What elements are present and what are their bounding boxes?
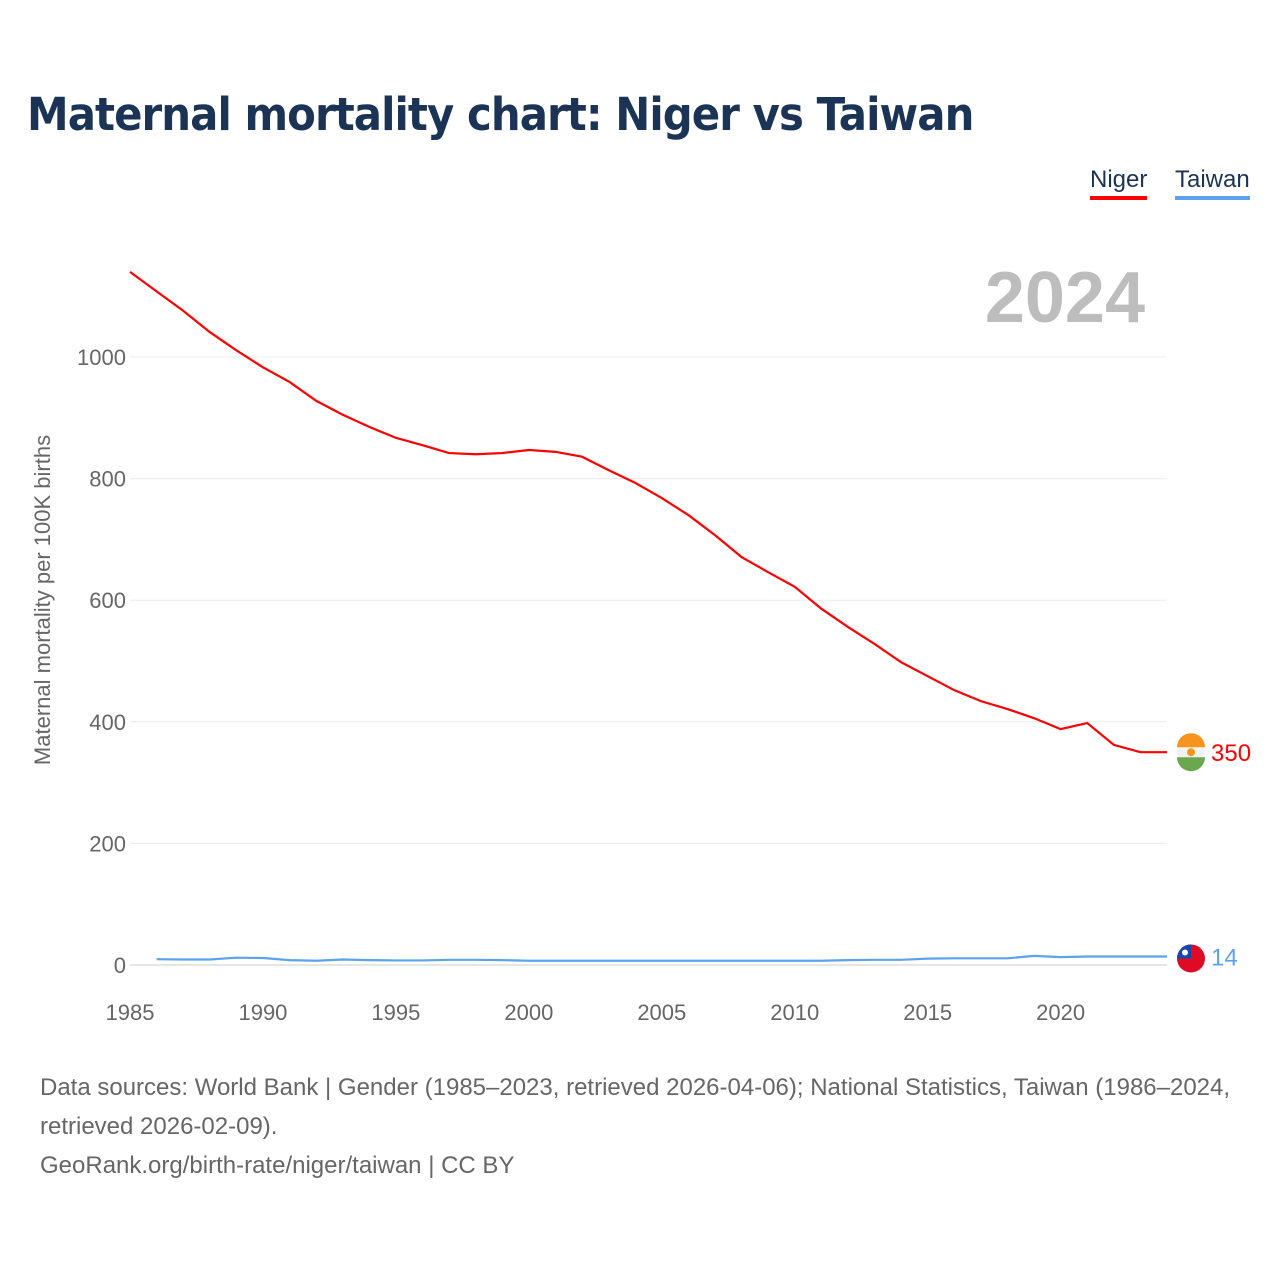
source-url[interactable]: GeoRank.org/birth-rate/niger/taiwan | CC…	[40, 1152, 515, 1179]
legend-taiwan[interactable]: Taiwan	[1175, 166, 1250, 200]
series-line-taiwan	[156, 954, 1167, 962]
x-tick-label: 2000	[504, 1000, 553, 1025]
x-tick-label: 2005	[637, 1000, 686, 1025]
y-tick-label: 1000	[77, 345, 126, 370]
flag-niger-icon	[1177, 733, 1205, 748]
end-value-label-niger: 350	[1211, 740, 1251, 767]
year-label: 2024	[985, 258, 1145, 338]
x-tick-label: 1985	[106, 1000, 155, 1025]
y-axis-label: Maternal mortality per 100K births	[30, 435, 55, 765]
end-value-label-taiwan: 14	[1211, 944, 1238, 971]
y-tick-label: 0	[114, 953, 126, 978]
x-tick-label: 1990	[238, 1000, 287, 1025]
x-tick-label: 1995	[371, 1000, 420, 1025]
flag-taiwan-icon	[1182, 949, 1188, 956]
x-tick-label: 2010	[770, 1000, 819, 1025]
legend-niger[interactable]: Niger	[1090, 166, 1148, 200]
sources-text: Data sources: World Bank | Gender (1985–…	[40, 1074, 1231, 1140]
y-tick-label: 600	[89, 588, 126, 613]
x-tick-label: 2015	[903, 1000, 952, 1025]
y-tick-label: 800	[89, 467, 126, 492]
data-sources: Data sources: World Bank | Gender (1985–…	[40, 1068, 1240, 1185]
y-tick-label: 200	[89, 831, 126, 856]
y-tick-label: 400	[89, 710, 126, 735]
flag-niger-icon	[1177, 757, 1205, 772]
flag-niger-icon	[1187, 748, 1195, 757]
series-line-niger	[129, 270, 1167, 754]
x-tick-label: 2020	[1036, 1000, 1085, 1025]
chart-title: Maternal mortality chart: Niger vs Taiwa…	[27, 88, 974, 141]
